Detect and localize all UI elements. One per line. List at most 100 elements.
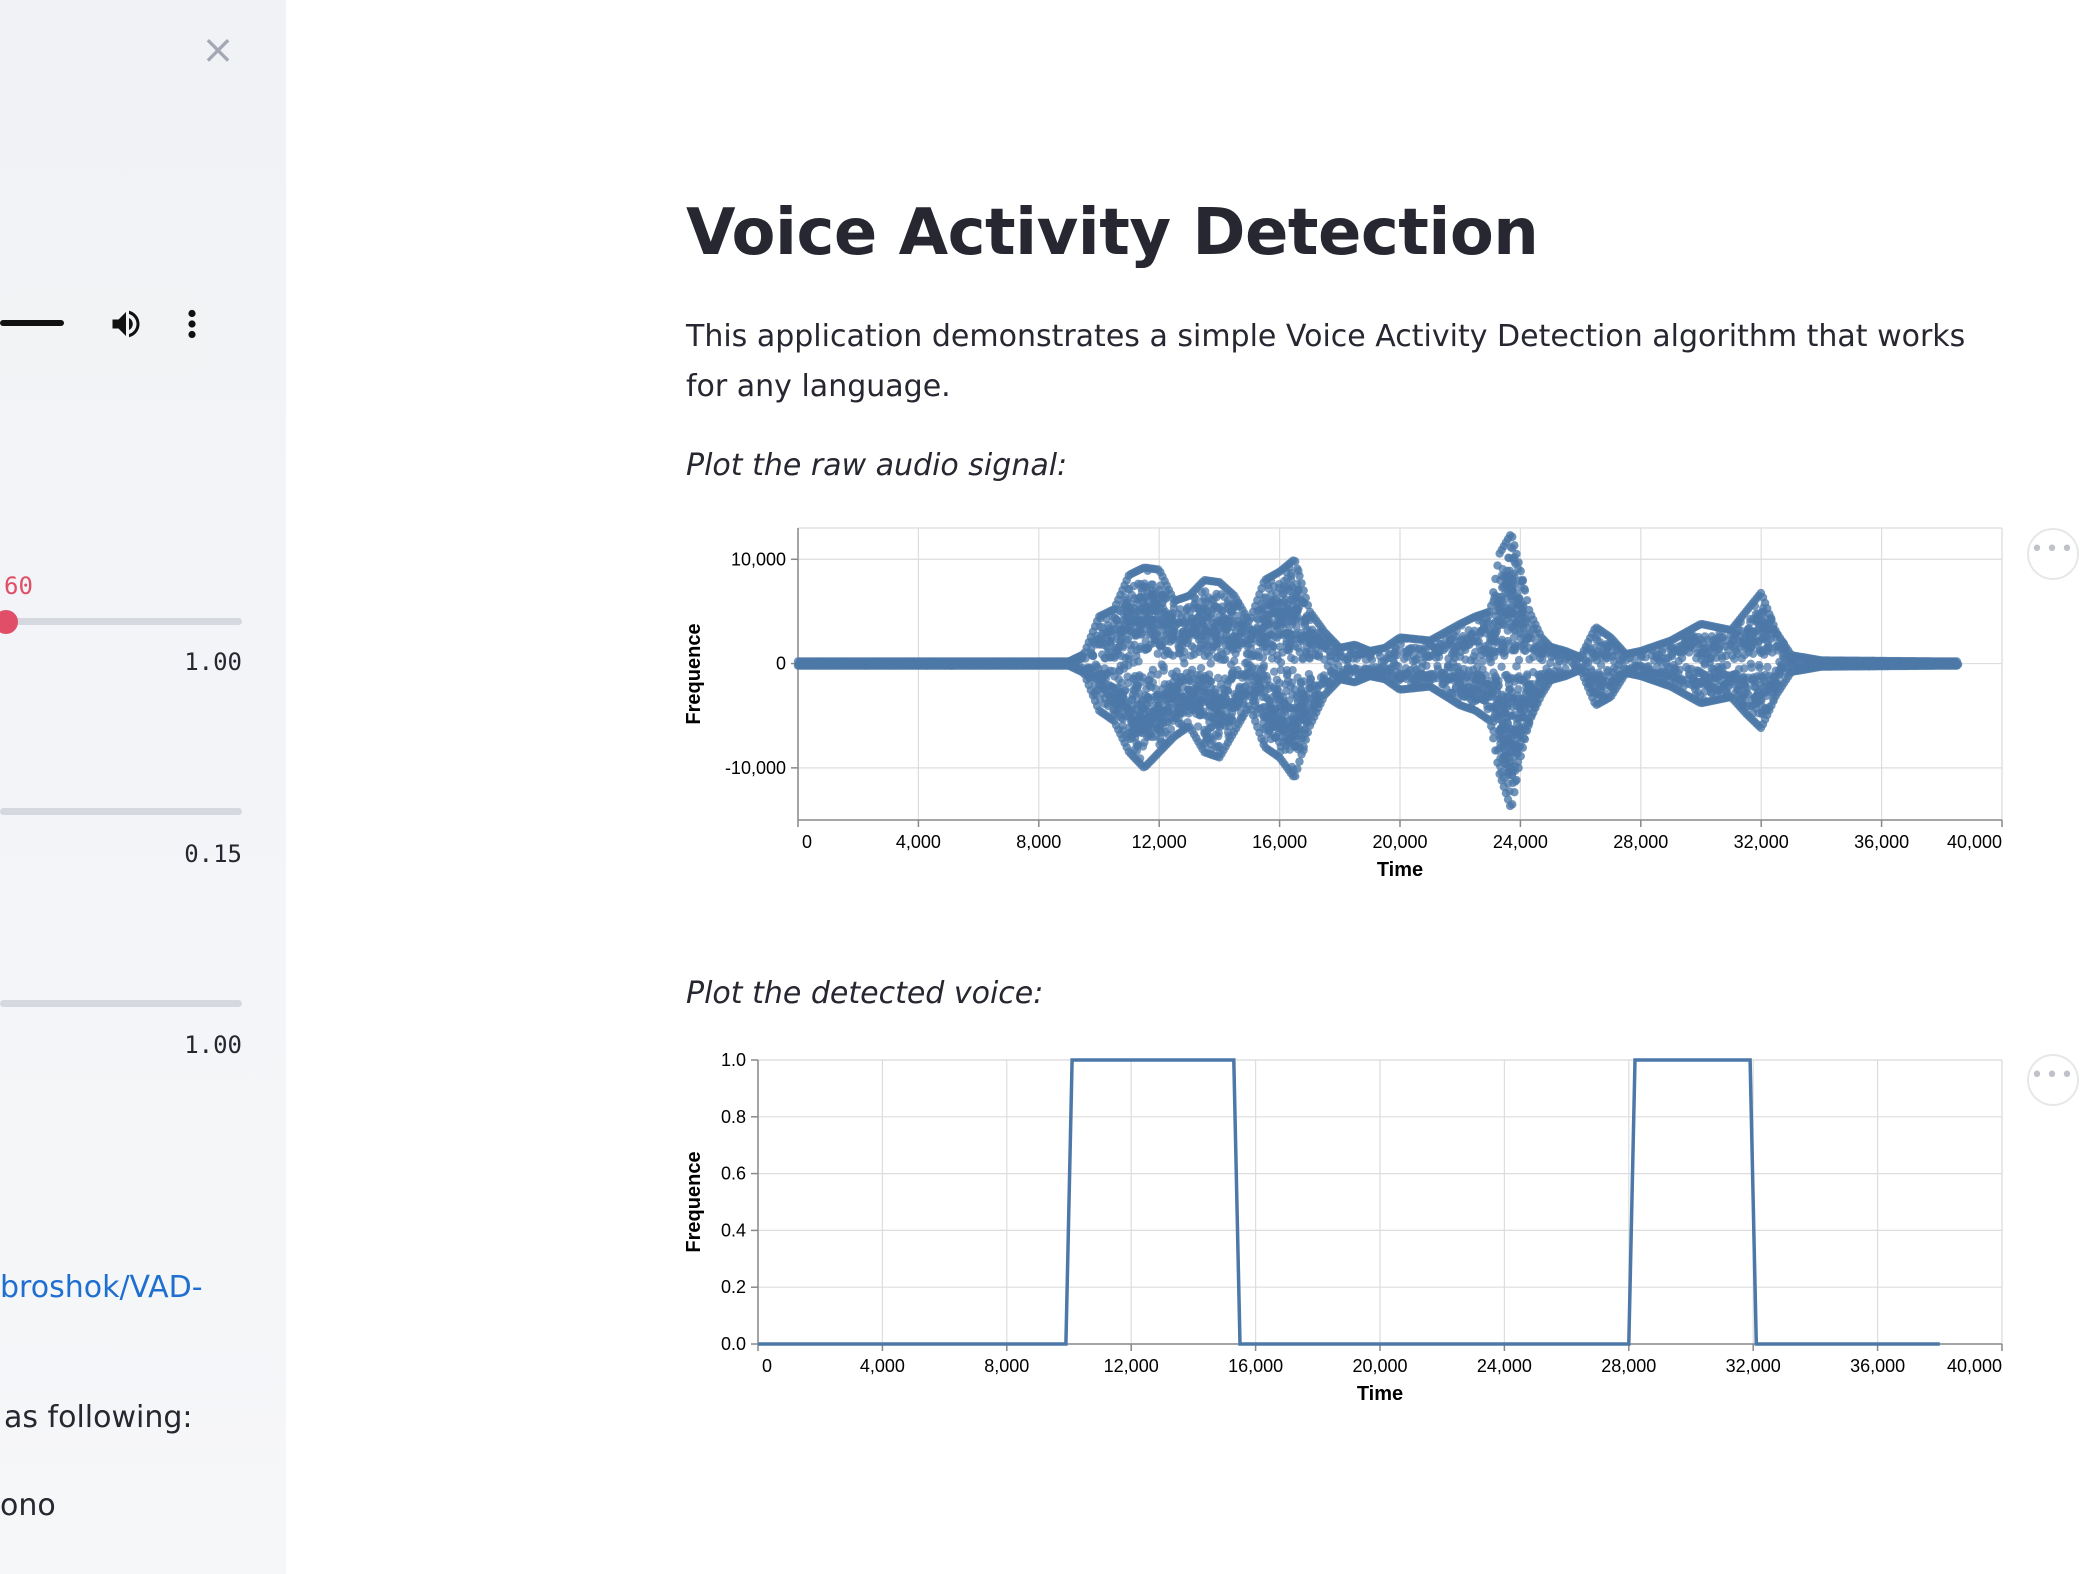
caption-detected-voice: Plot the detected voice: bbox=[686, 976, 1044, 1011]
audio-progress-bar[interactable] bbox=[0, 320, 64, 326]
detected-voice-chart-svg: 0 4,000 8,000 12,000 16,000 20,000 24,000 28,00… bbox=[686, 1050, 2003, 1405]
repo-link[interactable]: broshok/VAD- bbox=[0, 1270, 203, 1305]
signal-point bbox=[1755, 663, 1764, 672]
signal-point bbox=[1291, 772, 1300, 781]
slider-1-value: 60 bbox=[4, 572, 33, 600]
signal-point bbox=[1299, 742, 1308, 752]
signal-point bbox=[1153, 649, 1162, 658]
signal-point bbox=[1497, 662, 1506, 671]
chart-1-menu-button[interactable]: ••• bbox=[2027, 528, 2079, 580]
signal-point bbox=[1494, 681, 1503, 690]
signal-point bbox=[1508, 532, 1517, 542]
signal-point bbox=[1118, 721, 1127, 731]
signal-point bbox=[1189, 593, 1199, 602]
slider-3-max: 1.00 bbox=[184, 1031, 242, 1059]
main-content: Voice Activity Detection This applicatio… bbox=[286, 0, 2099, 1574]
page-title: Voice Activity Detection bbox=[686, 196, 1539, 270]
signal-point bbox=[1175, 605, 1185, 614]
signal-point bbox=[1293, 564, 1302, 573]
signal-point bbox=[1481, 671, 1490, 680]
close-icon: × bbox=[201, 27, 235, 73]
sidebar-text-mono: ono bbox=[0, 1488, 56, 1523]
signal-point bbox=[1292, 622, 1301, 631]
sidebar: × 60 1.00 0.15 1.00 broshok/VAD- as foll… bbox=[0, 0, 286, 1574]
y-axis-title: Frequence bbox=[686, 623, 705, 724]
slider-1-thumb[interactable] bbox=[0, 610, 18, 634]
signal-point bbox=[1148, 678, 1157, 687]
signal-point bbox=[1088, 651, 1098, 660]
signal-point bbox=[1512, 549, 1521, 559]
signal-point bbox=[1522, 726, 1532, 735]
signal-point bbox=[1166, 725, 1176, 734]
signal-point bbox=[1516, 566, 1525, 576]
intro-text: This application demonstrates a simple V… bbox=[686, 319, 1966, 404]
signal-point bbox=[1153, 670, 1163, 679]
signal-point bbox=[1214, 731, 1223, 741]
signal-point bbox=[1301, 735, 1310, 744]
raw-signal-chart: 0 4,000 8,000 12,000 16,000 20,000 24,000 28,00… bbox=[686, 522, 2026, 892]
signal-point bbox=[1180, 659, 1189, 668]
signal-point bbox=[1747, 663, 1756, 672]
signal-point bbox=[1213, 673, 1223, 683]
x-tick-label: 8,000 bbox=[1016, 832, 1061, 852]
signal-point bbox=[1520, 734, 1530, 744]
signal-point bbox=[1284, 696, 1294, 705]
signal-point bbox=[1206, 659, 1215, 668]
signal-point bbox=[1204, 670, 1214, 679]
signal-point bbox=[1206, 677, 1216, 686]
signal-point bbox=[1288, 665, 1297, 675]
x-tick-label: 12,000 bbox=[1132, 832, 1187, 852]
signal-point bbox=[1508, 800, 1517, 809]
signal-point bbox=[1291, 557, 1300, 566]
x-tick-label: 40,000 bbox=[1947, 832, 2002, 852]
signal-point bbox=[1299, 677, 1308, 686]
signal-point bbox=[1367, 655, 1377, 664]
signal-point bbox=[1512, 775, 1521, 785]
chart-1-menu-icon: ••• bbox=[2030, 537, 2076, 562]
signal-point bbox=[1392, 651, 1401, 660]
detected-voice-chart: 0 4,000 8,000 12,000 16,000 20,000 24,000 28,00… bbox=[686, 1050, 2026, 1420]
audio-player[interactable] bbox=[0, 288, 216, 380]
signal-point bbox=[1169, 603, 1179, 613]
signal-point bbox=[1293, 764, 1302, 774]
caption-raw-signal: Plot the raw audio signal: bbox=[686, 448, 1068, 483]
signal-point bbox=[1148, 580, 1157, 589]
signal-point bbox=[1287, 678, 1297, 687]
slider-3-track[interactable] bbox=[0, 1000, 242, 1007]
x-tick-label: 28,000 bbox=[1613, 832, 1668, 852]
signal-point bbox=[1722, 660, 1732, 670]
signal-point bbox=[1422, 661, 1431, 670]
signal-point bbox=[1258, 653, 1268, 662]
signal-point bbox=[1251, 697, 1260, 706]
signal-point bbox=[1301, 593, 1310, 603]
signal-point bbox=[1120, 686, 1130, 696]
signal-point bbox=[1180, 647, 1189, 657]
signal-point bbox=[1230, 656, 1239, 666]
signal-point bbox=[1514, 763, 1523, 773]
signal-point bbox=[1286, 571, 1296, 581]
signal-point bbox=[1295, 571, 1304, 581]
signal-point bbox=[1193, 722, 1203, 731]
signal-point bbox=[1491, 629, 1500, 639]
signal-point bbox=[1303, 600, 1313, 610]
signal-point bbox=[1269, 642, 1278, 651]
signal-point bbox=[1474, 637, 1483, 646]
signal-point bbox=[1187, 665, 1197, 675]
signal-point bbox=[1433, 661, 1442, 671]
signal-point bbox=[1510, 787, 1519, 797]
volume-icon[interactable] bbox=[108, 306, 144, 342]
signal-point bbox=[1518, 743, 1528, 752]
signal-point bbox=[1514, 655, 1524, 665]
more-options-icon[interactable] bbox=[182, 306, 202, 342]
signal-point bbox=[1118, 641, 1128, 650]
x-axis-title: Time bbox=[1377, 859, 1423, 881]
signal-point bbox=[1276, 665, 1286, 675]
x-tick-label: 0 bbox=[802, 832, 812, 852]
signal-point bbox=[1510, 541, 1519, 550]
slider-1-track[interactable] bbox=[0, 618, 242, 625]
signal-point bbox=[1134, 657, 1143, 666]
signal-point bbox=[1303, 728, 1313, 737]
x-tick-label: 36,000 bbox=[1854, 832, 1909, 852]
slider-2-track[interactable] bbox=[0, 808, 242, 815]
close-sidebar-button[interactable]: × bbox=[198, 30, 238, 70]
